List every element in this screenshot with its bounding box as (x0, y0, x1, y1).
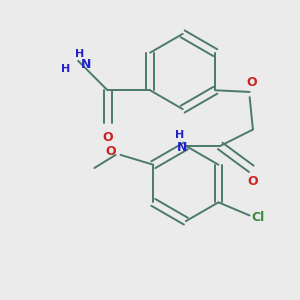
Text: H: H (175, 130, 184, 140)
Text: O: O (248, 176, 258, 188)
Text: O: O (102, 131, 113, 144)
Text: N: N (81, 58, 91, 71)
Text: H: H (61, 64, 70, 74)
Text: H: H (75, 49, 84, 59)
Text: O: O (105, 145, 116, 158)
Text: O: O (246, 76, 256, 89)
Text: N: N (177, 141, 188, 154)
Text: Cl: Cl (251, 211, 264, 224)
